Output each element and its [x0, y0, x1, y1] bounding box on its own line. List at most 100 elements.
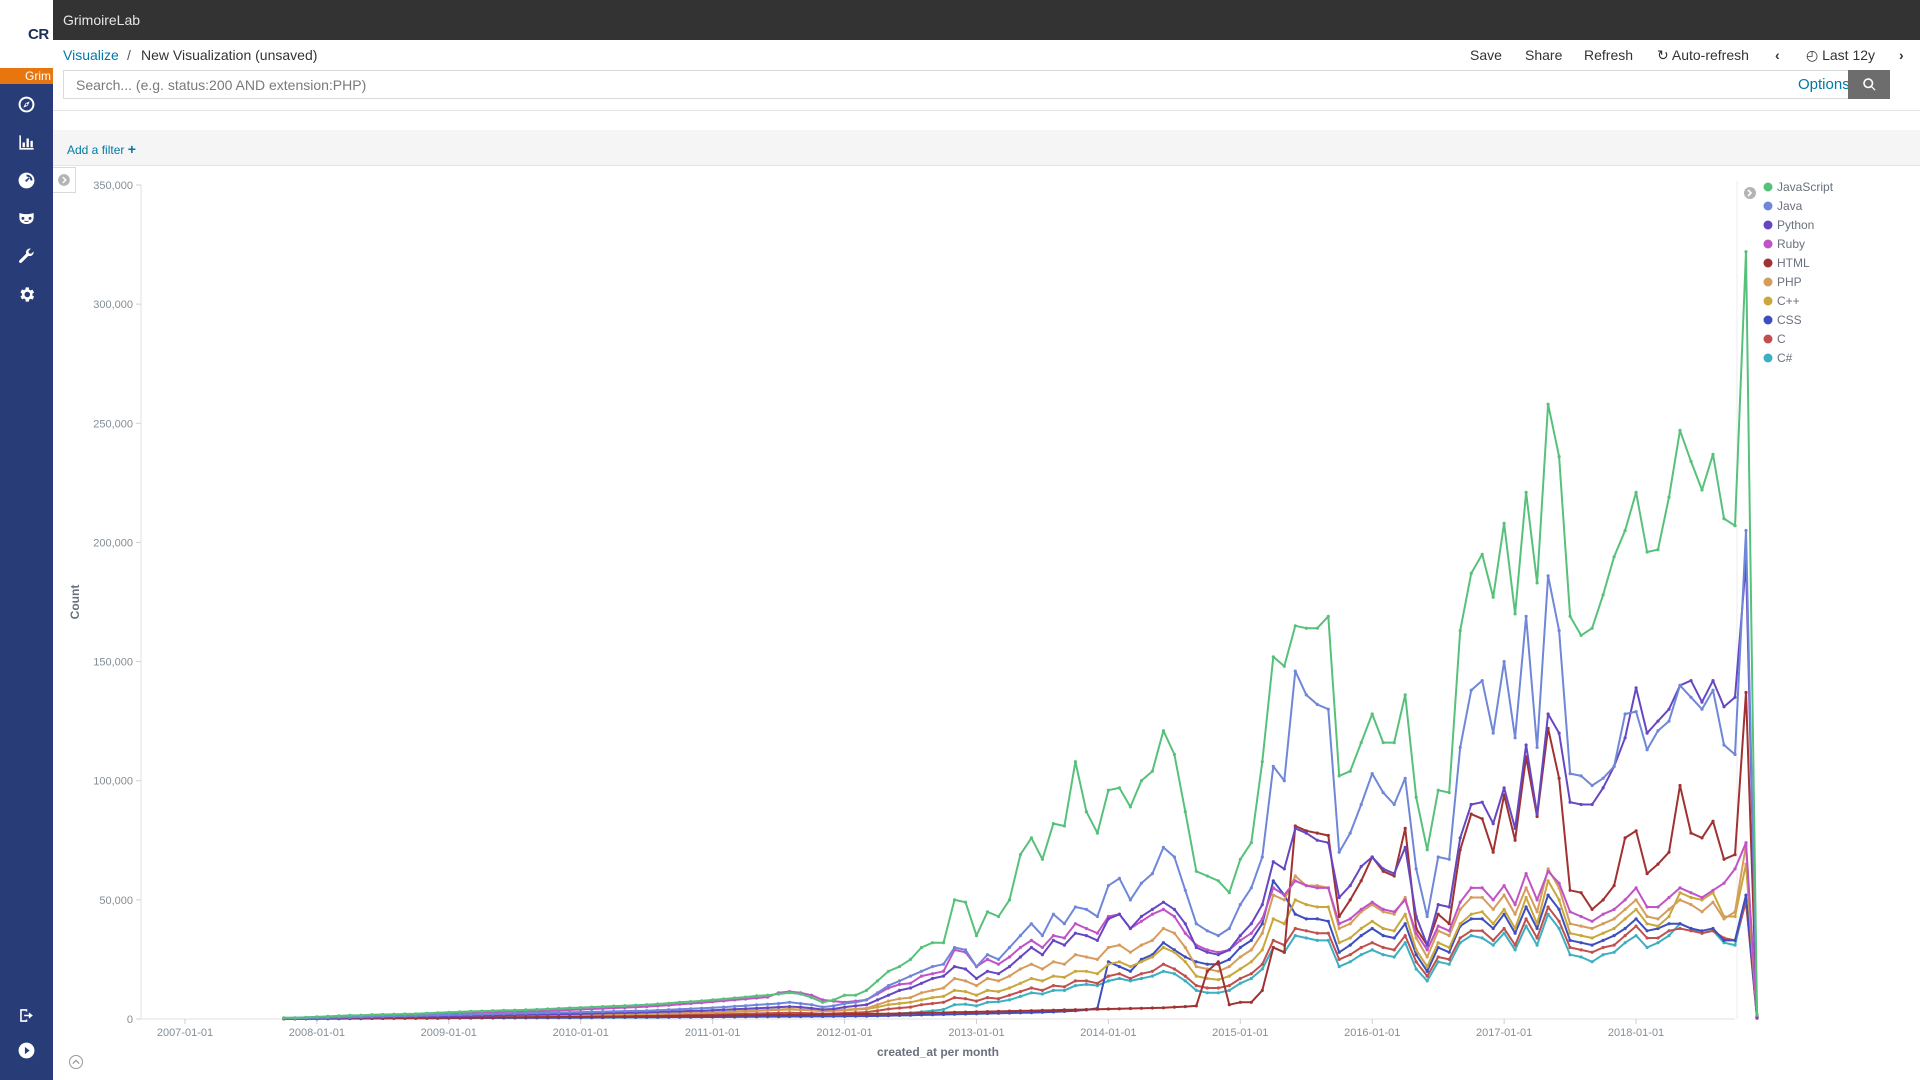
data-point: [854, 1000, 858, 1004]
data-point: [1249, 1000, 1253, 1004]
legend-item-label[interactable]: Ruby: [1777, 237, 1805, 251]
data-point: [1689, 929, 1693, 933]
data-point: [1271, 893, 1275, 897]
legend-item-label[interactable]: CSS: [1777, 313, 1802, 327]
legend-swatch[interactable]: [1763, 201, 1773, 211]
devtools-mask-icon[interactable]: [14, 206, 38, 230]
search-icon: [1862, 78, 1876, 91]
data-point: [1117, 876, 1121, 881]
data-point: [1513, 736, 1517, 740]
data-point: [1117, 786, 1121, 790]
data-point: [1304, 829, 1308, 833]
data-point: [1381, 934, 1385, 938]
logout-icon[interactable]: [14, 1003, 38, 1027]
legend-item-label[interactable]: HTML: [1777, 256, 1810, 270]
data-point: [1656, 719, 1660, 723]
data-point: [1667, 914, 1671, 919]
legend-swatch[interactable]: [1763, 220, 1773, 230]
options-link[interactable]: Options: [1798, 76, 1850, 93]
data-point: [766, 1002, 770, 1006]
dashboard-icon[interactable]: [14, 168, 38, 192]
data-point: [1601, 593, 1605, 597]
data-point: [634, 1009, 638, 1013]
data-point: [1227, 988, 1231, 993]
data-point: [458, 1013, 462, 1017]
data-point: [1326, 707, 1330, 711]
data-point: [1601, 953, 1605, 957]
data-point: [656, 1002, 660, 1006]
data-point: [1381, 953, 1385, 957]
data-point: [1348, 943, 1352, 947]
time-forward-chevron-icon[interactable]: ›: [1899, 47, 1904, 63]
save-button[interactable]: Save: [1470, 47, 1502, 63]
data-point: [1392, 741, 1396, 745]
data-point: [810, 996, 814, 1000]
play-icon[interactable]: [14, 1038, 38, 1062]
chevron-up-icon[interactable]: [69, 1055, 83, 1069]
data-point: [1238, 903, 1242, 907]
auto-refresh-button[interactable]: ↻ Auto-refresh: [1657, 47, 1749, 64]
legend-swatch[interactable]: [1763, 239, 1773, 249]
legend-swatch[interactable]: [1763, 334, 1773, 344]
legend-swatch[interactable]: [1763, 182, 1773, 192]
legend-swatch[interactable]: [1763, 277, 1773, 287]
data-point: [623, 1004, 627, 1008]
data-point: [634, 1014, 638, 1019]
legend-item-label[interactable]: C++: [1777, 294, 1800, 308]
data-point: [1161, 945, 1165, 950]
x-tick-label: 2015-01-01: [1212, 1027, 1268, 1039]
data-point: [1667, 850, 1671, 854]
data-point: [1579, 941, 1583, 945]
legend-item-label[interactable]: Python: [1777, 218, 1814, 232]
x-tick-label: 2007-01-01: [157, 1027, 213, 1039]
divider: [53, 110, 1920, 111]
legend-item-label[interactable]: JavaScript: [1777, 180, 1834, 194]
data-point: [1612, 555, 1616, 559]
data-point: [1403, 912, 1407, 916]
legend-item-label[interactable]: PHP: [1777, 275, 1802, 289]
time-picker-button[interactable]: ◴ Last 12y: [1806, 47, 1875, 64]
data-point: [854, 1007, 858, 1011]
data-point: [1260, 948, 1264, 952]
legend-item-label[interactable]: Java: [1777, 199, 1803, 213]
time-back-chevron-icon[interactable]: ‹: [1775, 47, 1780, 63]
data-point: [1645, 922, 1649, 926]
legend-swatch[interactable]: [1763, 353, 1773, 363]
search-input[interactable]: [63, 70, 1848, 99]
data-point: [733, 1007, 737, 1011]
data-point: [1117, 972, 1121, 976]
refresh-button[interactable]: Refresh: [1584, 47, 1634, 63]
data-point: [930, 996, 935, 1000]
legend-item-label[interactable]: C#: [1777, 351, 1793, 365]
data-point: [359, 1013, 363, 1017]
data-point: [1447, 934, 1451, 938]
collapse-sidebar-toggle[interactable]: [53, 167, 76, 193]
data-point: [1106, 974, 1110, 978]
add-filter-button[interactable]: Add a filter +: [67, 141, 136, 157]
wrench-icon[interactable]: [14, 244, 38, 268]
data-point: [1568, 953, 1572, 957]
filter-bar: Add a filter +: [53, 130, 1920, 166]
legend-item-label[interactable]: C: [1777, 332, 1786, 346]
data-point: [1128, 976, 1132, 981]
data-point: [952, 988, 957, 993]
legend-swatch[interactable]: [1763, 315, 1773, 325]
legend-swatch[interactable]: [1763, 258, 1773, 268]
data-point: [1172, 914, 1176, 919]
data-point: [579, 1015, 583, 1019]
bar-chart-icon[interactable]: [14, 130, 38, 154]
share-button[interactable]: Share: [1525, 47, 1563, 63]
data-point: [700, 1009, 704, 1013]
legend-swatch[interactable]: [1763, 296, 1773, 306]
data-point: [1414, 795, 1418, 800]
data-point: [480, 1009, 484, 1013]
compass-icon[interactable]: [14, 92, 38, 116]
search-button[interactable]: [1848, 70, 1890, 99]
data-point: [1007, 955, 1012, 959]
data-point: [1029, 938, 1033, 943]
data-point: [1579, 924, 1583, 928]
data-point: [1645, 731, 1649, 735]
gear-icon[interactable]: [14, 282, 38, 306]
breadcrumb-visualize-link[interactable]: Visualize: [63, 47, 119, 63]
data-point: [1238, 857, 1242, 861]
